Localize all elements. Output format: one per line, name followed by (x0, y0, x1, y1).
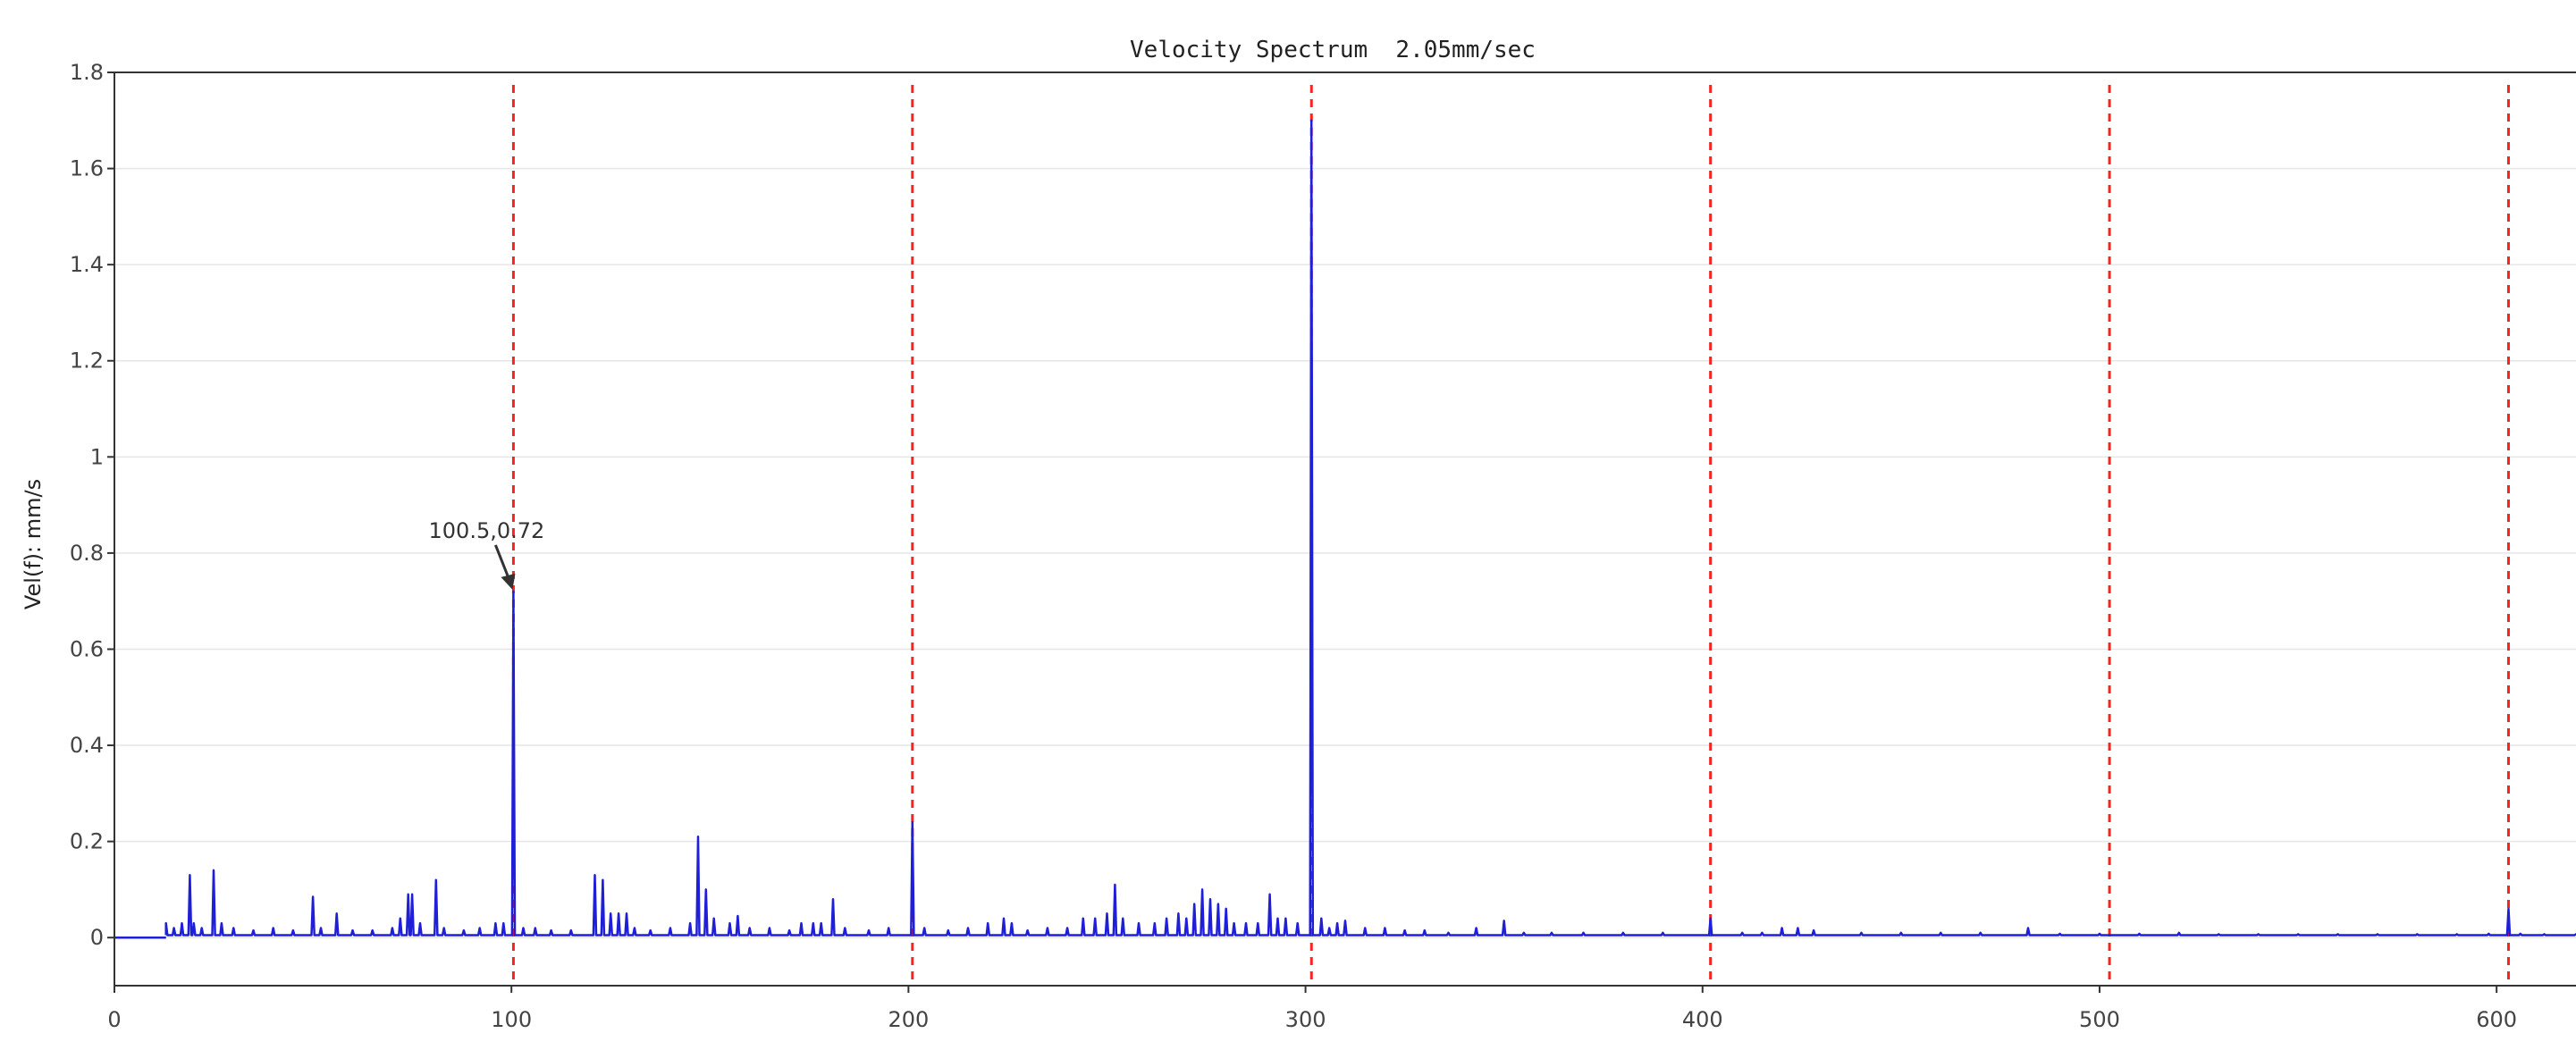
series-layer (114, 119, 2576, 939)
x-tick-label: 200 (888, 1007, 929, 1032)
plot-area-frame (114, 71, 2576, 987)
y-tick-label: 0.6 (70, 636, 104, 661)
arrowhead-icon (501, 573, 516, 590)
peak-annotation-label: 100.5,0.72 (429, 518, 545, 543)
y-tick-label: 1.8 (70, 60, 104, 85)
y-tick-label: 1.6 (70, 156, 104, 181)
y-tick-label: 0 (90, 925, 104, 950)
x-tick-label: 400 (1682, 1007, 1723, 1032)
x-tick-label: 0 (107, 1007, 121, 1032)
y-tick-label: 0.8 (70, 541, 104, 566)
y-tick-label: 1.2 (70, 349, 104, 374)
peak-annotation: 100.5,0.72 (429, 518, 545, 590)
x-axis-ticks: 0 100 200 300 400 500 600 (107, 986, 2517, 1032)
y-axis-ticks: 0 0.2 0.4 0.6 0.8 1 1.2 1.4 1.6 1.8 (70, 60, 114, 950)
x-tick-label: 600 (2476, 1007, 2517, 1032)
chart-title: Velocity Spectrum 2.05mm/sec (1130, 37, 1536, 63)
x-tick-label: 500 (2079, 1007, 2120, 1032)
annotation-arrow-icon (494, 544, 510, 580)
y-tick-label: 1.4 (70, 252, 104, 277)
y-tick-label: 0.4 (70, 733, 104, 758)
x-tick-label: 300 (1285, 1007, 1326, 1032)
y-tick-label: 0.2 (70, 829, 104, 854)
y-tick-label: 1 (90, 444, 104, 469)
x-tick-label: 100 (491, 1007, 532, 1032)
y-axis-label: Vel(f): mm/s (21, 479, 46, 609)
spectrum-series-line (164, 119, 2576, 937)
